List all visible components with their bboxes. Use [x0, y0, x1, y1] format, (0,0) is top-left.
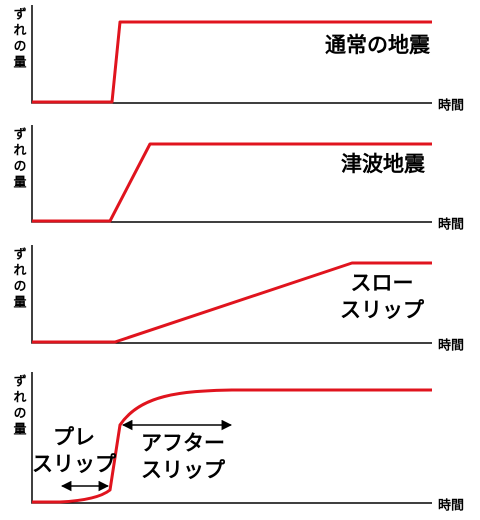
panel-label: 通常の地震 — [325, 33, 431, 57]
panel-label: 津波地震 — [341, 152, 426, 176]
panel-label: スリップ — [141, 458, 226, 482]
x-axis-label: 時間 — [438, 338, 464, 354]
x-axis-label: 時間 — [438, 98, 464, 114]
x-axis-label: 時間 — [438, 217, 464, 233]
y-axis-label: ずれの量 — [11, 247, 27, 311]
y-axis-label: ずれの量 — [11, 374, 27, 438]
slip-curve — [32, 142, 432, 223]
slip-curve — [32, 20, 432, 104]
panel-label: スロー — [351, 271, 414, 295]
panel-label: スリップ — [340, 298, 425, 322]
x-axis-label: 時間 — [438, 498, 464, 514]
slip-curve — [32, 261, 432, 344]
panel-label: プレ — [53, 425, 95, 449]
y-axis-label: ずれの量 — [11, 7, 27, 71]
y-axis-label: ずれの量 — [11, 127, 27, 191]
panel-label: スリップ — [32, 452, 117, 476]
panel-label: アフター — [141, 431, 225, 455]
